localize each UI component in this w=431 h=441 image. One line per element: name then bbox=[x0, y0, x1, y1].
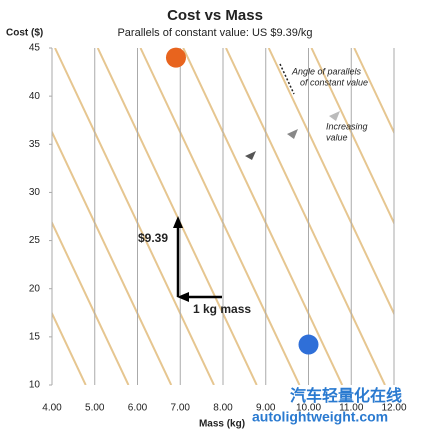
y-tick-label: 30 bbox=[29, 187, 41, 198]
parallel-line bbox=[269, 48, 428, 385]
direction-marker bbox=[245, 151, 256, 160]
x-tick-label: 6.00 bbox=[128, 403, 148, 414]
x-tick-label: 5.00 bbox=[85, 403, 105, 414]
x-tick-label: 10.00 bbox=[296, 403, 321, 414]
parallel-line bbox=[0, 48, 86, 385]
x-tick-label: 12.00 bbox=[381, 403, 406, 414]
parallel-line bbox=[312, 48, 431, 385]
x-tick-label: 8.00 bbox=[213, 403, 233, 414]
y-tick-label: 20 bbox=[29, 283, 41, 294]
point bbox=[299, 335, 319, 355]
annotation: of constant value bbox=[300, 77, 368, 87]
x-tick-label: 9.00 bbox=[256, 403, 276, 414]
annotation: 1 kg mass bbox=[193, 302, 251, 316]
chart-subtitle: Parallels of constant value: US $9.39/kg bbox=[117, 27, 312, 39]
parallel-line bbox=[98, 48, 257, 385]
arrowhead bbox=[173, 216, 183, 228]
parallels bbox=[0, 48, 431, 385]
parallel-line bbox=[0, 48, 128, 385]
parallel-line bbox=[226, 48, 385, 385]
y-tick-label: 10 bbox=[29, 380, 41, 391]
x-axis-label: Mass (kg) bbox=[199, 419, 245, 430]
y-tick-label: 15 bbox=[29, 331, 41, 342]
y-tick-label: 45 bbox=[29, 43, 41, 54]
parallel-line bbox=[141, 48, 300, 385]
parallel-line bbox=[354, 48, 431, 385]
parallel-line bbox=[55, 48, 214, 385]
point bbox=[166, 48, 186, 68]
annotation: $9.39 bbox=[138, 231, 168, 245]
y-axis-label: Cost ($) bbox=[6, 28, 43, 39]
chart-title: Cost vs Mass bbox=[167, 7, 263, 24]
annotation: Increasing bbox=[326, 121, 368, 131]
grid bbox=[49, 48, 394, 385]
annotation: Angle of parallels bbox=[291, 66, 362, 76]
annotation: value bbox=[326, 132, 348, 142]
y-tick-label: 25 bbox=[29, 235, 41, 246]
parallel-line bbox=[397, 48, 431, 385]
x-tick-label: 4.00 bbox=[42, 403, 62, 414]
x-tick-label: 11.00 bbox=[339, 403, 364, 414]
y-tick-label: 40 bbox=[29, 91, 41, 102]
x-tick-label: 7.00 bbox=[171, 403, 191, 414]
direction-marker bbox=[329, 111, 340, 121]
direction-marker bbox=[287, 129, 298, 139]
y-tick-label: 35 bbox=[29, 139, 41, 150]
parallel-line bbox=[183, 48, 342, 385]
